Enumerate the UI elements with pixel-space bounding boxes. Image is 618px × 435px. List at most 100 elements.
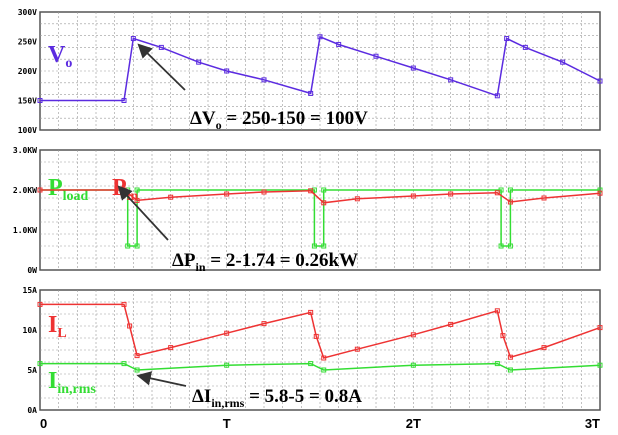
data-point	[37, 98, 43, 103]
y-tick-label: 1.0KW	[13, 226, 37, 235]
data-point	[500, 333, 506, 339]
data-point	[134, 353, 140, 359]
series-label-sub: in	[127, 189, 139, 204]
grid	[40, 290, 600, 410]
y-tick-label: 250V	[18, 38, 37, 47]
data-point	[261, 77, 267, 83]
annotation-main: ΔI	[192, 386, 211, 407]
data-point	[507, 367, 513, 373]
data-point	[597, 325, 603, 331]
data-point	[224, 191, 230, 197]
data-point	[410, 332, 416, 338]
y-tick-label: 2.0KW	[13, 186, 37, 195]
series-line	[40, 189, 601, 204]
data-point	[196, 59, 202, 65]
annotation-arrow	[136, 371, 187, 387]
y-tick-label: 0W	[27, 266, 37, 275]
data-point	[507, 199, 513, 205]
series-line	[40, 362, 601, 371]
data-point	[37, 187, 43, 193]
data-point	[522, 44, 528, 50]
series-line	[40, 303, 601, 359]
series-label: IL	[48, 312, 67, 341]
series-label: Iin,rms	[48, 368, 96, 397]
series-label: Pload	[48, 175, 89, 204]
data-point	[597, 78, 603, 84]
series-P-in	[37, 187, 603, 206]
annotation-main: ΔV	[190, 108, 216, 129]
data-point	[321, 200, 327, 206]
annotation-text: ΔPin = 2-1.74 = 0.26kW	[172, 250, 358, 274]
data-point	[308, 361, 314, 367]
annotation-arrow	[137, 43, 186, 91]
data-point	[37, 361, 43, 367]
data-point	[308, 90, 314, 96]
data-point	[541, 345, 547, 351]
data-point	[507, 243, 513, 249]
series-I-in,rms	[37, 361, 603, 373]
data-point	[121, 361, 127, 367]
data-point	[498, 187, 504, 193]
data-point	[354, 346, 360, 352]
data-point	[494, 93, 500, 99]
data-point	[597, 190, 603, 196]
x-axis-ticks: 0 T 2T 3T	[40, 416, 600, 431]
data-point	[224, 330, 230, 336]
y-tick-label: 200V	[18, 67, 37, 76]
x-tick-label: 2T	[406, 416, 421, 431]
y-tick-label: 5A	[27, 366, 37, 375]
data-point	[224, 362, 230, 368]
x-tick-label: T	[223, 416, 231, 431]
data-point	[121, 301, 127, 307]
data-point	[354, 196, 360, 202]
data-point	[134, 187, 140, 193]
annotation-text: ΔIin,rms = 5.8-5 = 0.8A	[192, 386, 362, 410]
data-point	[597, 362, 603, 368]
data-point	[127, 323, 133, 329]
series-label-sub: o	[65, 56, 72, 71]
data-point	[448, 191, 454, 197]
data-point	[261, 321, 267, 327]
grid	[40, 150, 600, 270]
data-point	[261, 189, 267, 195]
annotation-sub: in,rms	[211, 396, 244, 410]
annotation-rest: = 2-1.74 = 0.26kW	[206, 250, 359, 271]
y-tick-label: 10A	[23, 326, 38, 335]
data-point	[168, 194, 174, 200]
x-tick-label: 0	[40, 416, 47, 431]
series-label-main: P	[112, 175, 127, 201]
series-label-main: P	[48, 175, 63, 201]
series-label-main: V	[48, 42, 66, 68]
data-point	[410, 362, 416, 368]
annotation-text: ΔVo = 250-150 = 100V	[190, 108, 368, 132]
data-point	[321, 355, 327, 361]
data-point	[317, 34, 323, 40]
data-point	[321, 243, 327, 249]
data-point	[121, 98, 127, 103]
annotation-rest: = 5.8-5 = 0.8A	[244, 386, 362, 407]
data-point	[311, 243, 317, 249]
data-point	[125, 243, 131, 249]
data-point	[560, 59, 566, 65]
y-tick-label: 100V	[18, 126, 37, 135]
x-tick-label: 3T	[585, 416, 600, 431]
data-point	[308, 188, 314, 194]
data-point	[494, 190, 500, 196]
data-point	[410, 193, 416, 199]
series-V-o	[37, 34, 603, 103]
y-tick-label: 150V	[18, 97, 37, 106]
data-point	[134, 243, 140, 249]
series-label-main: I	[48, 312, 57, 338]
data-point	[507, 187, 513, 193]
grid	[40, 12, 600, 130]
series-line	[40, 35, 601, 102]
data-point	[504, 36, 510, 42]
annotation-main: ΔP	[172, 250, 196, 271]
data-point	[37, 301, 43, 307]
annotation-arrow	[117, 185, 169, 241]
data-point	[321, 367, 327, 373]
data-point	[158, 44, 164, 50]
